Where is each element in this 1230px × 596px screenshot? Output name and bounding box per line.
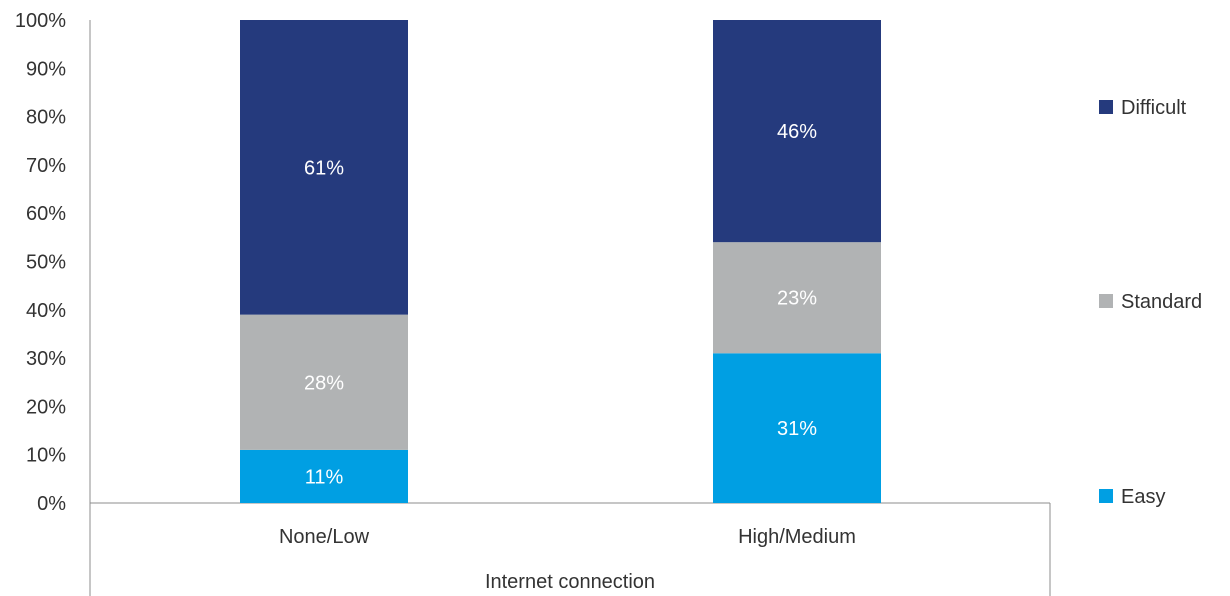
- data-labels: 11% 28% 61% 31% 23% 46%: [304, 121, 817, 488]
- chart-axes: [89, 20, 1051, 596]
- chart-legend: Difficult Standard Easy: [1099, 97, 1202, 508]
- y-tick-label: 40%: [26, 300, 66, 322]
- bar-segment-easy: [713, 353, 881, 503]
- bar-segments: [240, 20, 881, 503]
- y-tick-label: 70%: [26, 155, 66, 177]
- bar-segment-easy: [240, 449, 408, 503]
- bar-segment-standard: [240, 314, 408, 450]
- y-tick-label: 100%: [15, 10, 66, 32]
- y-tick-label: 80%: [26, 107, 66, 129]
- data-label-easy: 31%: [777, 418, 817, 440]
- x-category-label: High/Medium: [738, 526, 856, 548]
- data-label-standard: 23%: [777, 288, 817, 310]
- data-label-difficult: 46%: [777, 121, 817, 143]
- legend-item-standard: Standard: [1099, 291, 1202, 313]
- legend-swatch: [1099, 489, 1113, 503]
- legend-label: Standard: [1121, 291, 1202, 313]
- legend-label: Easy: [1121, 486, 1165, 508]
- bar-segment-standard: [713, 242, 881, 354]
- legend-swatch: [1099, 100, 1113, 114]
- bar-segment-difficult: [240, 20, 408, 315]
- y-tick-label: 20%: [26, 396, 66, 418]
- x-axis-categories: Internet connection None/Low High/Medium: [279, 526, 856, 593]
- y-tick-label: 30%: [26, 348, 66, 370]
- data-label-easy: 11%: [305, 466, 344, 488]
- x-category-label: None/Low: [279, 526, 370, 548]
- y-axis-ticks: 0% 10% 20% 30% 40% 50% 60% 70% 80% 90% 100%: [15, 10, 66, 515]
- data-label-standard: 28%: [304, 372, 344, 394]
- legend-label: Difficult: [1121, 97, 1187, 119]
- legend-item-difficult: Difficult: [1099, 97, 1187, 119]
- bar-segment-difficult: [713, 20, 881, 243]
- y-tick-label: 90%: [26, 58, 66, 80]
- data-label-difficult: 61%: [304, 157, 344, 179]
- legend-item-easy: Easy: [1099, 486, 1165, 508]
- x-axis-group-label: Internet connection: [485, 571, 655, 593]
- y-tick-label: 10%: [26, 445, 66, 467]
- y-tick-label: 60%: [26, 203, 66, 225]
- y-tick-label: 50%: [26, 252, 66, 274]
- legend-swatch: [1099, 294, 1113, 308]
- y-tick-label: 0%: [37, 493, 66, 515]
